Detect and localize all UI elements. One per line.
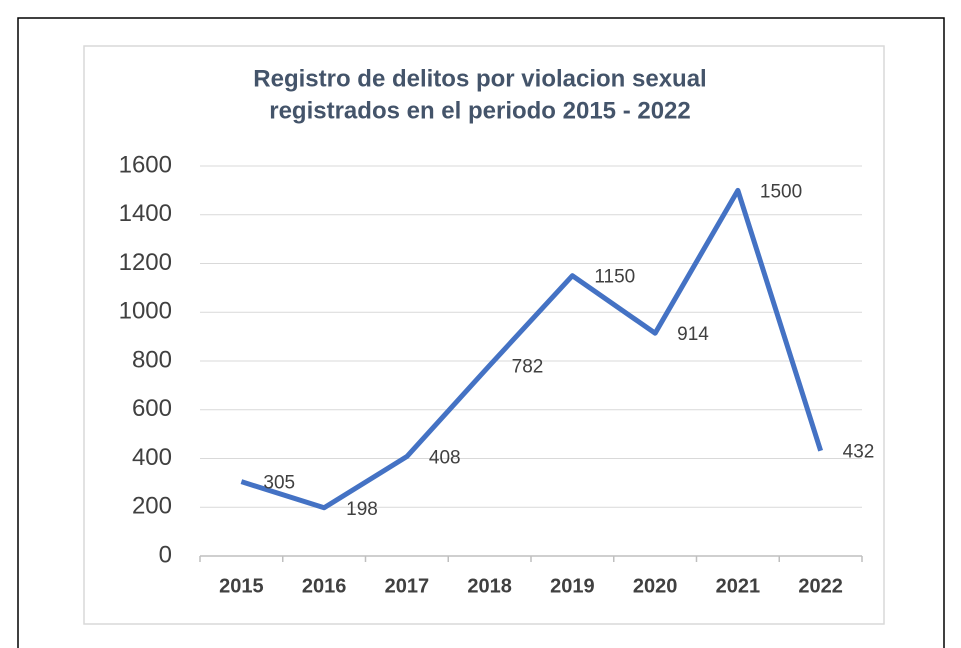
data-label: 408 xyxy=(429,448,461,469)
y-tick-label: 0 xyxy=(159,541,172,568)
y-tick-label: 800 xyxy=(132,346,172,373)
y-tick-label: 1200 xyxy=(119,249,172,276)
y-tick-label: 1000 xyxy=(119,298,172,325)
chart-frame xyxy=(83,45,885,625)
data-label: 305 xyxy=(263,473,295,494)
data-label: 782 xyxy=(512,356,544,377)
chart-title: registrados en el periodo 2015 - 2022 xyxy=(269,97,691,124)
x-tick-label: 2015 xyxy=(219,575,264,597)
x-tick-label: 2019 xyxy=(550,575,595,597)
data-line xyxy=(240,187,824,511)
x-tick-label: 2017 xyxy=(385,575,430,597)
data-label: 1500 xyxy=(760,181,802,202)
chart-title: Registro de delitos por violacion sexual xyxy=(253,65,706,92)
x-tick-label: 2018 xyxy=(467,575,512,597)
data-label: 914 xyxy=(677,324,709,345)
x-tick-label: 2020 xyxy=(633,575,678,597)
data-label: 432 xyxy=(843,442,875,463)
y-tick-label: 400 xyxy=(132,444,172,471)
data-label: 1150 xyxy=(594,267,635,288)
outer-frame xyxy=(17,17,945,648)
y-tick-label: 600 xyxy=(132,395,172,422)
y-tick-label: 1600 xyxy=(119,151,172,178)
y-tick-label: 1400 xyxy=(119,200,172,227)
y-tick-label: 200 xyxy=(132,493,172,520)
x-tick-label: 2021 xyxy=(716,575,761,597)
data-label: 198 xyxy=(346,499,378,520)
x-tick-label: 2022 xyxy=(798,575,843,597)
x-tick-label: 2016 xyxy=(302,575,347,597)
